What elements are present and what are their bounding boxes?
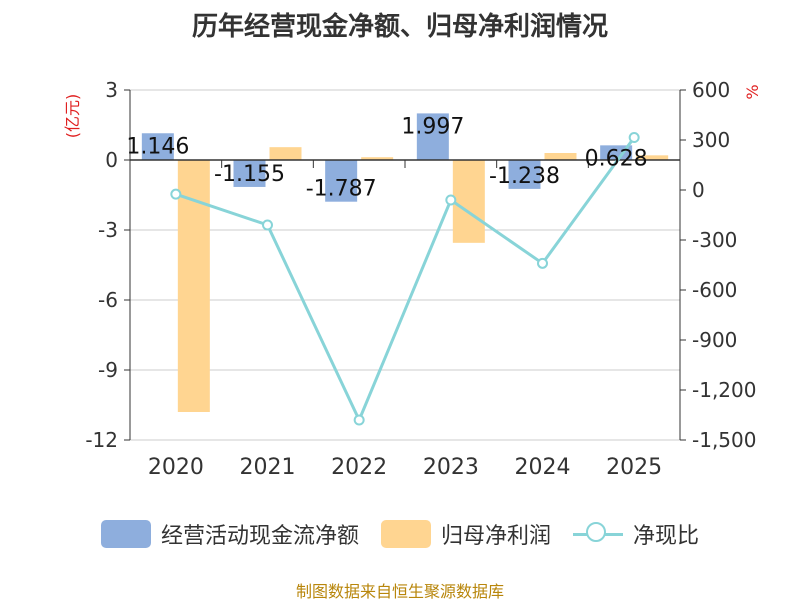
data-label-cashflow: 0.628 (585, 146, 648, 171)
bar-netprofit (544, 153, 577, 160)
legend: 经营活动现金流净额 归母净利润 净现比 (0, 518, 800, 550)
bar-cashflow (325, 160, 358, 202)
legend-item-netprofit[interactable]: 归母净利润 (380, 518, 551, 550)
category-label: 2022 (331, 455, 387, 480)
left-tick-label: -9 (98, 358, 118, 382)
chart-title: 历年经营现金净额、归母净利润情况 (191, 12, 608, 42)
data-label-cashflow: -1.155 (214, 162, 285, 187)
point-ratio (170, 188, 182, 200)
bar-cashflow (416, 113, 449, 160)
category-label: 2021 (240, 455, 296, 480)
point-ratio (537, 257, 548, 269)
left-tick-label: -6 (98, 288, 118, 312)
point-ratio (445, 194, 457, 206)
right-tick-label: -900 (692, 328, 737, 352)
category-label: 2025 (606, 455, 662, 480)
right-tick-label: -1,200 (692, 378, 756, 402)
bar-cashflow (233, 160, 266, 187)
legend-swatch-cashflow (100, 520, 151, 548)
left-tick-label: 0 (105, 148, 118, 172)
legend-item-cashflow[interactable]: 经营活动现金流净额 (100, 518, 359, 550)
left-axis-label: (亿元) (63, 94, 82, 139)
category-label: 2020 (148, 455, 204, 480)
data-label-cashflow: 1.146 (126, 134, 189, 159)
right-tick-label: -1,500 (692, 428, 756, 452)
legend-swatch-netprofit (380, 520, 431, 548)
left-tick-label: -3 (98, 218, 118, 242)
legend-label-netprofit: 归母净利润 (440, 524, 551, 549)
left-tick-label: -12 (85, 428, 118, 452)
bar-netprofit (452, 160, 485, 243)
bar-cashflow (508, 160, 541, 189)
legend-label-cashflow: 经营活动现金流净额 (160, 524, 359, 549)
legend-swatch-ratio (573, 520, 623, 548)
bar-netprofit (636, 155, 669, 160)
data-label-cashflow: -1.787 (306, 177, 377, 202)
data-label-cashflow: -1.238 (489, 164, 560, 189)
category-label: 2023 (423, 455, 479, 480)
bar-cashflow (141, 133, 174, 160)
right-tick-label: 0 (692, 178, 705, 202)
bar-netprofit (269, 147, 302, 160)
right-tick-label: -600 (692, 278, 737, 302)
category-label: 2024 (515, 455, 571, 480)
legend-label-ratio: 净现比 (633, 524, 700, 549)
source-note: 制图数据来自恒生聚源数据库 (295, 582, 504, 601)
right-tick-label: 300 (692, 128, 730, 152)
right-axis-label: % (743, 84, 762, 99)
chart-canvas: 3 0 -3 -6 -9 -12 600 300 0 -300 -600 -900 -1,200 -1,5… (63, 78, 762, 480)
legend-item-ratio[interactable]: 净现比 (573, 518, 699, 550)
line-ratio (175, 136, 636, 424)
right-tick-label: 600 (692, 78, 730, 102)
right-tick-label: -300 (692, 228, 737, 252)
data-label-cashflow: 1.997 (401, 114, 464, 139)
bar-netprofit (361, 157, 394, 160)
point-ratio (262, 219, 273, 231)
bar-netprofit (177, 160, 210, 412)
point-ratio (353, 414, 365, 426)
point-ratio (628, 132, 640, 143)
left-tick-label: 3 (105, 78, 118, 102)
